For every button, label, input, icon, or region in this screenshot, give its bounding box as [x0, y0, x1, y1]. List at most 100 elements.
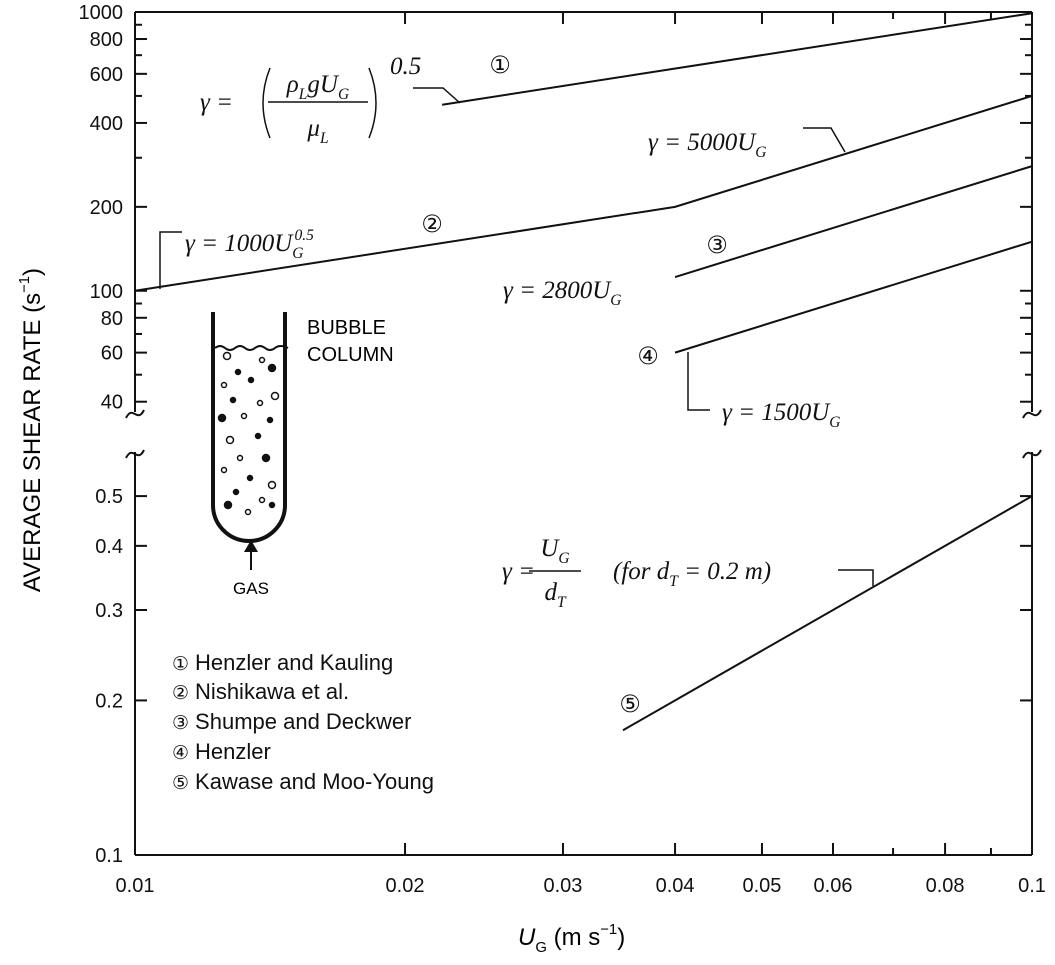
text-part: ): [617, 924, 625, 951]
legend-label: Henzler: [195, 739, 271, 764]
series-marker: ①: [489, 51, 511, 79]
axis-break: [125, 449, 145, 459]
y-tick-label: 80: [101, 308, 123, 330]
x-tick-label: 0.08: [926, 875, 965, 897]
text-part: U: [540, 535, 560, 562]
text-part: γ = 2800U: [503, 277, 612, 304]
x-tick-label: 0.02: [386, 875, 425, 897]
bubble: [229, 396, 237, 404]
text-part: G: [535, 940, 547, 956]
paren: [368, 67, 377, 139]
equation-numerator: UG: [540, 535, 569, 567]
legend-marker: ②: [172, 682, 189, 704]
text-part: L: [319, 130, 329, 147]
bubble: [222, 351, 232, 361]
inset-title: BUBBLE: [307, 317, 386, 339]
text-part: = 0.2 m): [678, 558, 771, 585]
series-line: [441, 12, 1033, 106]
x-tick-label: 0.04: [656, 875, 695, 897]
text-part: G: [755, 144, 766, 161]
text-part: gU: [307, 71, 340, 98]
bubble: [254, 432, 262, 440]
legend-marker: ⑤: [172, 772, 189, 794]
bubble: [261, 453, 271, 463]
x-tick-label: 0.1: [1018, 875, 1046, 897]
legend-label: Nishikawa et al.: [195, 679, 349, 704]
legend-entry: ① Henzler and Kauling: [172, 650, 393, 675]
series-line: [674, 240, 1033, 354]
equation: γ = 5000UG: [648, 129, 766, 161]
text-part: γ = 1000U: [185, 230, 294, 257]
axis-break: [1022, 409, 1042, 419]
equation: γ = 2800UG: [503, 277, 621, 309]
legend-label: Henzler and Kauling: [195, 650, 393, 675]
equation: γ = 1500UG: [722, 399, 840, 431]
x-tick-label: 0.06: [814, 875, 853, 897]
bubble: [246, 474, 254, 482]
bubble: [267, 480, 277, 490]
equation-denominator: μL: [306, 115, 328, 147]
legend-entry: ③ Shumpe and Deckwer: [172, 709, 412, 734]
text-part: G: [292, 245, 303, 262]
series-line: [622, 495, 1033, 732]
equation: γ =: [200, 89, 233, 116]
x-tick-label: 0.01: [116, 875, 155, 897]
bubble: [258, 496, 266, 504]
bubble: [232, 488, 240, 496]
text-part: (m s: [547, 924, 600, 951]
y-tick-label: 600: [90, 64, 123, 86]
equation-note: (for dT = 0.2 m): [613, 558, 771, 590]
bubble: [217, 413, 227, 423]
bubble: [234, 368, 242, 376]
text-part: G: [558, 550, 569, 567]
series-marker: ③: [706, 231, 728, 259]
inset-inlet: GAS: [233, 579, 269, 598]
text-part: AVERAGE SHEAR RATE (s: [19, 293, 46, 592]
y-axis-label: AVERAGE SHEAR RATE (s−1): [17, 268, 46, 592]
bubble: [240, 412, 248, 420]
text-part: 0.5: [294, 227, 314, 244]
y-tick-label: 0.1: [95, 845, 123, 867]
text-part: U: [518, 924, 536, 951]
y-tick-label: 0.3: [95, 600, 123, 622]
leader-line: [838, 569, 874, 586]
bubble: [270, 391, 280, 401]
text-part: −1: [17, 276, 33, 293]
text-part: γ =: [200, 89, 233, 116]
text-part: μ: [306, 115, 320, 142]
y-tick-label: 0.5: [95, 486, 123, 508]
bubble: [223, 500, 233, 510]
text-part: L: [298, 86, 308, 103]
text-part: T: [669, 573, 679, 590]
series-line: [134, 94, 1033, 292]
column-wall: [211, 312, 287, 543]
bubble: [267, 363, 277, 373]
y-tick-label: 100: [90, 281, 123, 303]
axis-break: [1022, 449, 1042, 459]
text-part: G: [610, 292, 621, 309]
equation-numerator: ρLgUG: [286, 71, 349, 103]
text-part: γ = 1500U: [722, 399, 831, 426]
y-tick-label: 800: [90, 29, 123, 51]
x-axis-label: UG (m s−1): [518, 922, 625, 956]
bubble: [266, 416, 274, 424]
liquid-surface: [214, 345, 289, 351]
leader-line: [803, 127, 846, 153]
legend-label: Kawase and Moo-Young: [195, 769, 434, 794]
paren: [262, 67, 271, 139]
series-marker: ⑤: [619, 690, 641, 718]
equation-denominator: dT: [544, 579, 567, 611]
text-part: γ = 5000U: [648, 129, 757, 156]
series-line: [674, 165, 1033, 279]
bubble: [225, 435, 235, 445]
equation-exponent: 0.5: [390, 53, 421, 80]
y-tick-label: 400: [90, 113, 123, 135]
gas-arrow-head: [244, 540, 258, 552]
y-tick-label: 200: [90, 197, 123, 219]
equation: γ = 1000UG0.5: [185, 227, 314, 262]
y-tick-label: 60: [101, 343, 123, 365]
bubble: [268, 501, 276, 509]
series-marker: ②: [421, 210, 443, 238]
bubble: [256, 399, 264, 407]
